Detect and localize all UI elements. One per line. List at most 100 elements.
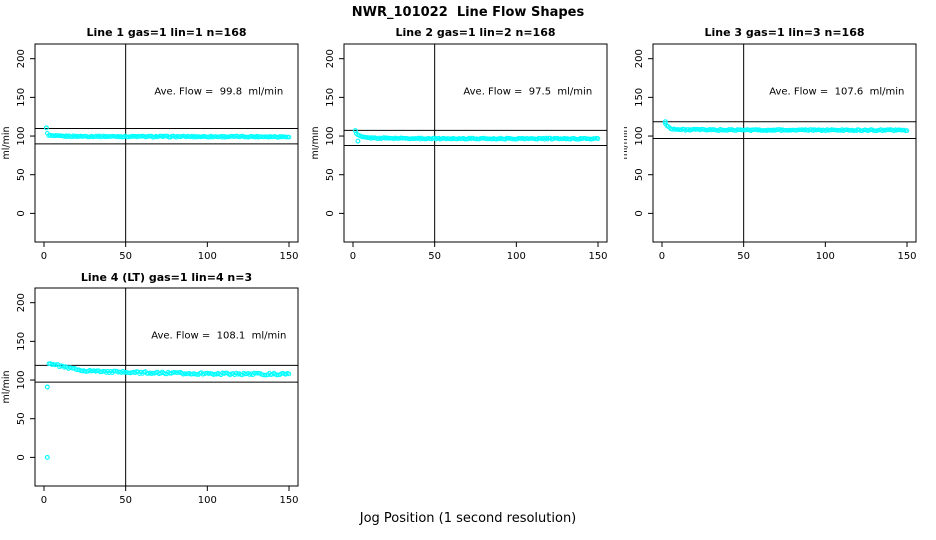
flow-point bbox=[420, 136, 426, 142]
flow-point bbox=[241, 134, 247, 140]
y-tick-label: 150 bbox=[325, 88, 336, 107]
x-tick-label: 0 bbox=[659, 251, 665, 262]
figure-x-label: Jog Position (1 second resolution) bbox=[359, 511, 577, 526]
x-tick-label: 50 bbox=[119, 251, 132, 262]
outlier-point bbox=[43, 125, 49, 131]
plot-canvas: 0 50 100 150 0 50 100 150 200 ml/min bbox=[312, 0, 624, 270]
plot-box bbox=[343, 43, 608, 243]
plot-svg: 0 50 100 150 0 50 100 150 200 ml/min bbox=[1, 43, 299, 262]
x-tick-label: 100 bbox=[507, 251, 526, 262]
y-tick-label: 0 bbox=[325, 210, 336, 216]
outlier-point bbox=[355, 138, 361, 144]
outlier-point bbox=[352, 128, 358, 134]
plot-svg: 0 50 100 150 0 50 100 150 200 ml/min bbox=[624, 43, 917, 262]
flow-point bbox=[286, 371, 292, 377]
flow-point bbox=[896, 127, 901, 133]
flow-point bbox=[898, 127, 904, 133]
panel-line-3: 0 50 100 150 0 50 100 150 200 ml/min Line 3 gas=1… bbox=[624, 0, 936, 270]
y-tick-label: 100 bbox=[634, 126, 645, 145]
y-axis-title: ml/min bbox=[624, 126, 630, 159]
flow-point bbox=[211, 134, 216, 139]
flow-point bbox=[796, 127, 801, 133]
flow-point bbox=[904, 128, 910, 133]
y-tick-label: 50 bbox=[325, 168, 336, 181]
y-tick-label: 200 bbox=[325, 49, 336, 68]
outlier-point bbox=[44, 454, 50, 460]
flow-point bbox=[595, 136, 601, 141]
y-tick-label: 100 bbox=[16, 126, 27, 145]
plot-box bbox=[652, 43, 917, 243]
flow-point bbox=[462, 136, 468, 142]
plot-canvas: 0 50 100 150 0 50 100 150 200 ml/min bbox=[0, 0, 312, 270]
panel-title: Line 1 gas=1 lin=1 n=168 bbox=[86, 26, 247, 39]
flow-point bbox=[799, 127, 804, 132]
flow-point bbox=[269, 134, 274, 140]
flow-point bbox=[262, 372, 268, 378]
x-tick-label: 50 bbox=[737, 251, 750, 262]
y-tick-label: 0 bbox=[16, 210, 27, 216]
y-tick-label: 100 bbox=[325, 126, 336, 145]
flow-point bbox=[446, 136, 452, 141]
y-tick-label: 50 bbox=[16, 412, 27, 425]
y-tick-label: 0 bbox=[634, 210, 645, 216]
flow-point bbox=[752, 127, 758, 132]
x-tick-label: 0 bbox=[41, 251, 47, 262]
plot-svg: 0 50 100 150 0 50 100 150 200 ml/min bbox=[312, 43, 608, 262]
ave-flow-annotation: Ave. Flow = 97.5 ml/min bbox=[463, 86, 593, 98]
x-tick-label: 50 bbox=[119, 495, 132, 506]
flow-point bbox=[790, 127, 795, 133]
y-axis-title: ml/min bbox=[312, 126, 321, 159]
x-tick-label: 150 bbox=[279, 495, 298, 506]
y-tick-label: 100 bbox=[16, 370, 27, 389]
y-tick-label: 50 bbox=[634, 168, 645, 181]
y-tick-label: 200 bbox=[16, 49, 27, 68]
y-tick-label: 150 bbox=[16, 332, 27, 351]
y-axis-title: ml/min bbox=[1, 126, 12, 159]
y-tick-label: 150 bbox=[16, 88, 27, 107]
panel-line-1: 0 50 100 150 0 50 100 150 200 ml/min Line 1 gas=1… bbox=[0, 0, 312, 270]
panel-title: Line 2 gas=1 lin=2 n=168 bbox=[395, 26, 556, 39]
plot-box bbox=[34, 43, 299, 243]
y-axis-title: ml/min bbox=[1, 370, 12, 403]
x-tick-label: 150 bbox=[897, 251, 916, 262]
flow-point bbox=[813, 127, 819, 133]
panel-line-2: 0 50 100 150 0 50 100 150 200 ml/min Line 2 gas=1… bbox=[312, 0, 624, 270]
plot-canvas: 0 50 100 150 0 50 100 150 200 ml/min bbox=[0, 270, 312, 540]
x-tick-label: 100 bbox=[816, 251, 835, 262]
flow-point bbox=[286, 134, 292, 140]
figure-title: NWR_101022 Line Flow Shapes bbox=[351, 5, 585, 20]
flow-point bbox=[162, 133, 167, 139]
outlier-point bbox=[44, 384, 50, 390]
ave-flow-annotation: Ave. Flow = 99.8 ml/min bbox=[154, 86, 284, 98]
y-tick-label: 0 bbox=[16, 454, 27, 460]
ave-flow-annotation: Ave. Flow = 108.1 ml/min bbox=[151, 330, 287, 342]
outlier-point bbox=[662, 119, 668, 125]
x-tick-label: 50 bbox=[428, 251, 441, 262]
y-tick-label: 200 bbox=[16, 293, 27, 312]
x-tick-label: 100 bbox=[198, 495, 217, 506]
flow-point bbox=[228, 133, 234, 139]
x-tick-label: 150 bbox=[588, 251, 607, 262]
flow-point bbox=[225, 134, 231, 140]
flow-point bbox=[111, 368, 117, 374]
plot-canvas: 0 50 100 150 0 50 100 150 200 ml/min bbox=[624, 0, 936, 270]
panel-line-4: 0 50 100 150 0 50 100 150 200 ml/min Line 4 (LT) … bbox=[0, 270, 312, 540]
flow-point bbox=[362, 135, 368, 140]
panel-title: Line 4 (LT) gas=1 lin=4 n=3 bbox=[80, 271, 253, 284]
flow-point bbox=[262, 134, 267, 140]
x-tick-label: 0 bbox=[350, 251, 356, 262]
ave-flow-annotation: Ave. Flow = 107.6 ml/min bbox=[769, 86, 905, 98]
x-tick-label: 100 bbox=[198, 251, 217, 262]
flow-point bbox=[198, 134, 203, 140]
panel-title: Line 3 gas=1 lin=3 n=168 bbox=[704, 26, 865, 39]
x-tick-label: 150 bbox=[279, 251, 298, 262]
y-tick-label: 150 bbox=[634, 88, 645, 107]
y-tick-label: 200 bbox=[634, 49, 645, 68]
y-tick-label: 50 bbox=[16, 168, 27, 181]
plot-svg: 0 50 100 150 0 50 100 150 200 ml/min bbox=[1, 287, 299, 506]
flow-point bbox=[846, 128, 852, 133]
plot-box bbox=[34, 287, 299, 487]
x-tick-label: 0 bbox=[41, 495, 47, 506]
flow-point bbox=[283, 134, 289, 140]
